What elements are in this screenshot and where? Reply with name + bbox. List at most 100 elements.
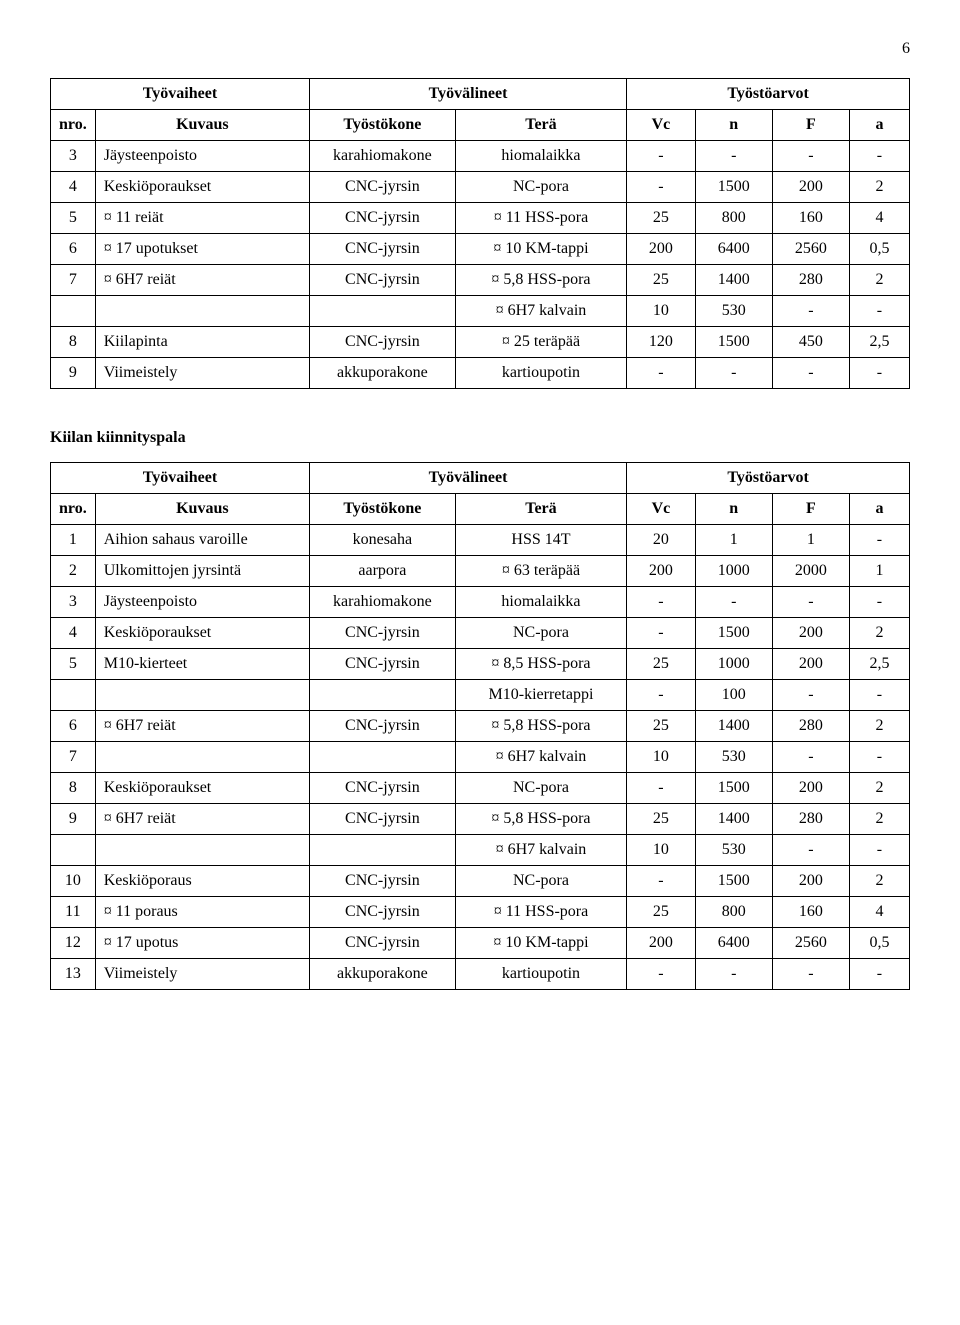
cell-tyostokone: CNC-jyrsin <box>309 804 455 835</box>
cell-F: 200 <box>772 866 849 897</box>
cell-vc: 120 <box>627 327 696 358</box>
cell-nro: 7 <box>51 265 96 296</box>
cell-vc: - <box>627 587 696 618</box>
header-group-2: Työvälineet <box>309 463 626 494</box>
cell-n: - <box>695 587 772 618</box>
cell-tera: ¤ 6H7 kalvain <box>455 296 626 327</box>
cell-a: - <box>849 525 909 556</box>
cell-F: 2560 <box>772 234 849 265</box>
cell-nro: 8 <box>51 773 96 804</box>
cell-nro: 12 <box>51 928 96 959</box>
cell-tera: NC-pora <box>455 172 626 203</box>
table-row: ¤ 6H7 kalvain10530-- <box>51 296 910 327</box>
cell-n: - <box>695 358 772 389</box>
cell-n: 530 <box>695 742 772 773</box>
cell-tera: ¤ 6H7 kalvain <box>455 835 626 866</box>
cell-vc: - <box>627 358 696 389</box>
cell-a: 0,5 <box>849 928 909 959</box>
col-tyostokone: Työstökone <box>309 494 455 525</box>
cell-tyostokone <box>309 680 455 711</box>
cell-tera: hiomalaikka <box>455 587 626 618</box>
cell-tera: ¤ 11 HSS-pora <box>455 897 626 928</box>
cell-tera: HSS 14T <box>455 525 626 556</box>
cell-a: - <box>849 587 909 618</box>
col-nro: nro. <box>51 494 96 525</box>
header-group-1: Työvaiheet <box>51 79 310 110</box>
cell-tera: hiomalaikka <box>455 141 626 172</box>
table-row: 12¤ 17 upotusCNC-jyrsin¤ 10 KM-tappi2006… <box>51 928 910 959</box>
cell-kuvaus: Keskiöporaukset <box>95 773 309 804</box>
cell-n: 1500 <box>695 618 772 649</box>
cell-tera: ¤ 25 teräpää <box>455 327 626 358</box>
cell-vc: 25 <box>627 897 696 928</box>
cell-nro: 8 <box>51 327 96 358</box>
cell-tera: kartioupotin <box>455 358 626 389</box>
cell-nro: 2 <box>51 556 96 587</box>
cell-F: - <box>772 587 849 618</box>
col-tera: Terä <box>455 494 626 525</box>
cell-F: 200 <box>772 773 849 804</box>
cell-vc: 25 <box>627 203 696 234</box>
cell-nro: 3 <box>51 141 96 172</box>
cell-F: 200 <box>772 649 849 680</box>
table-row: 1Aihion sahaus varoillekonesahaHSS 14T20… <box>51 525 910 556</box>
cell-vc: 20 <box>627 525 696 556</box>
cell-F: 280 <box>772 804 849 835</box>
table-row: 2Ulkomittojen jyrsintäaarpora¤ 63 teräpä… <box>51 556 910 587</box>
cell-tyostokone: CNC-jyrsin <box>309 866 455 897</box>
cell-nro: 7 <box>51 742 96 773</box>
cell-vc: 25 <box>627 649 696 680</box>
cell-kuvaus: Keskiöporaukset <box>95 618 309 649</box>
cell-n: - <box>695 959 772 990</box>
cell-n: 530 <box>695 835 772 866</box>
table-row: 9¤ 6H7 reiätCNC-jyrsin¤ 5,8 HSS-pora2514… <box>51 804 910 835</box>
cell-nro: 5 <box>51 649 96 680</box>
cell-kuvaus: Aihion sahaus varoille <box>95 525 309 556</box>
cell-tera: ¤ 63 teräpää <box>455 556 626 587</box>
cell-tera: ¤ 10 KM-tappi <box>455 234 626 265</box>
cell-a: 4 <box>849 897 909 928</box>
cell-vc: - <box>627 959 696 990</box>
cell-F: 200 <box>772 618 849 649</box>
cell-a: 2,5 <box>849 327 909 358</box>
cell-tyostokone: akkuporakone <box>309 959 455 990</box>
cell-kuvaus: Jäysteenpoisto <box>95 141 309 172</box>
cell-n: 1500 <box>695 172 772 203</box>
cell-kuvaus: Ulkomittojen jyrsintä <box>95 556 309 587</box>
cell-vc: - <box>627 172 696 203</box>
cell-n: 1400 <box>695 711 772 742</box>
col-vc: Vc <box>627 110 696 141</box>
cell-vc: - <box>627 866 696 897</box>
cell-kuvaus: ¤ 6H7 reiät <box>95 804 309 835</box>
cell-n: 1500 <box>695 327 772 358</box>
cell-tyostokone: akkuporakone <box>309 358 455 389</box>
col-F: F <box>772 110 849 141</box>
cell-tyostokone: CNC-jyrsin <box>309 203 455 234</box>
table-row: 11¤ 11 porausCNC-jyrsin¤ 11 HSS-pora2580… <box>51 897 910 928</box>
cell-tyostokone: CNC-jyrsin <box>309 711 455 742</box>
cell-a: 2 <box>849 711 909 742</box>
table-row: 8KeskiöporauksetCNC-jyrsinNC-pora-150020… <box>51 773 910 804</box>
cell-n: - <box>695 141 772 172</box>
cell-kuvaus: ¤ 6H7 reiät <box>95 265 309 296</box>
table-row: 6¤ 6H7 reiätCNC-jyrsin¤ 5,8 HSS-pora2514… <box>51 711 910 742</box>
cell-kuvaus: Kiilapinta <box>95 327 309 358</box>
cell-a: 2 <box>849 773 909 804</box>
cell-a: - <box>849 296 909 327</box>
cell-tera: NC-pora <box>455 866 626 897</box>
cell-a: - <box>849 141 909 172</box>
cell-kuvaus: M10-kierteet <box>95 649 309 680</box>
cell-vc: 10 <box>627 835 696 866</box>
cell-vc: - <box>627 773 696 804</box>
table-row: 13Viimeistelyakkuporakonekartioupotin---… <box>51 959 910 990</box>
cell-vc: - <box>627 618 696 649</box>
cell-vc: 25 <box>627 711 696 742</box>
cell-tyostokone: konesaha <box>309 525 455 556</box>
cell-vc: 10 <box>627 296 696 327</box>
header-group-3: Työstöarvot <box>627 79 910 110</box>
table-row: 10KeskiöporausCNC-jyrsinNC-pora-15002002 <box>51 866 910 897</box>
table-row: 5M10-kierteetCNC-jyrsin¤ 8,5 HSS-pora251… <box>51 649 910 680</box>
cell-kuvaus: Viimeistely <box>95 358 309 389</box>
cell-vc: 25 <box>627 804 696 835</box>
table-row: 4KeskiöporauksetCNC-jyrsinNC-pora-150020… <box>51 618 910 649</box>
